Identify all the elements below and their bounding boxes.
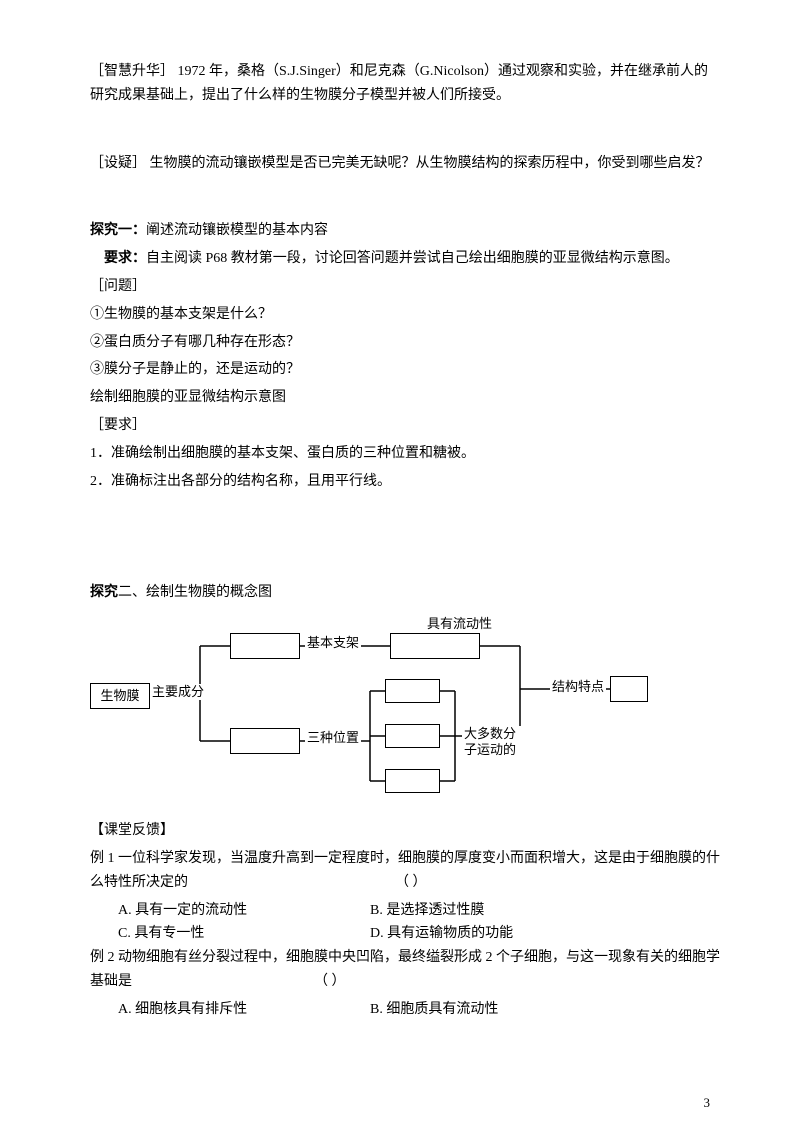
example-2-paren: （ ） — [314, 974, 346, 989]
example-1-options-row2: C. 具有专一性 D. 具有运输物质的功能 — [90, 922, 720, 946]
page-number: 3 — [704, 1092, 711, 1114]
example-2-text: 例 2 动物细胞有丝分裂过程中，细胞膜中央凹陷，最终缢裂形成 2 个子细胞，与这… — [90, 950, 720, 989]
example-1-option-d: D. 具有运输物质的功能 — [370, 922, 720, 946]
requirement-label: 要求： — [104, 251, 146, 266]
map-box-bottom-empty — [230, 728, 300, 754]
example-1-options-row1: A. 具有一定的流动性 B. 是选择透过性膜 — [90, 899, 720, 923]
requirement-text: 自主阅读 P68 教材第一段，讨论回答问题并尝试自己绘出细胞膜的亚显微结构示意图… — [146, 251, 679, 266]
example-2-option-a: A. 细胞核具有排斥性 — [90, 998, 370, 1022]
requirement-2-label: ［要求］ — [90, 414, 720, 438]
section-2-title-rest: 二、绘制生物膜的概念图 — [118, 585, 272, 600]
map-box-top-empty — [230, 633, 300, 659]
section-2-title-bold: 探究 — [90, 585, 118, 600]
question-label: ［问题］ — [90, 275, 720, 299]
section-1-title-rest: 阐述流动镶嵌模型的基本内容 — [146, 223, 328, 238]
map-label-main-component: 主要成分 — [150, 684, 206, 700]
requirement-item-2: 2．准确标注出各部分的结构名称，且用平行线。 — [90, 470, 720, 494]
section-1-title: 探究一：阐述流动镶嵌模型的基本内容 — [90, 219, 720, 243]
example-1-option-c: C. 具有专一性 — [90, 922, 370, 946]
map-box-small-3 — [385, 769, 440, 793]
feedback-title: 【课堂反馈】 — [90, 819, 720, 843]
map-label-most-move: 大多数分子运动的 — [462, 726, 522, 757]
map-box-big-empty — [390, 633, 480, 659]
example-1-stem: 例 1 一位科学家发现，当温度升高到一定程度时，细胞膜的厚度变小而面积增大，这是… — [90, 847, 720, 895]
concept-map: 生物膜 主要成分 基本支架 三种位置 具有流动性 大多数分子运动的 结构特点 — [90, 611, 650, 811]
map-box-feature-empty — [610, 676, 648, 702]
map-label-basic-scaffold: 基本支架 — [305, 635, 361, 651]
concept-map-lines — [90, 611, 650, 811]
map-box-biomembrane: 生物膜 — [90, 683, 150, 709]
draw-instruction: 绘制细胞膜的亚显微结构示意图 — [90, 386, 720, 410]
example-2-options-row1: A. 细胞核具有排斥性 B. 细胞质具有流动性 — [90, 998, 720, 1022]
map-box-small-2 — [385, 724, 440, 748]
example-2-stem: 例 2 动物细胞有丝分裂过程中，细胞膜中央凹陷，最终缢裂形成 2 个子细胞，与这… — [90, 946, 720, 994]
map-label-three-positions: 三种位置 — [305, 730, 361, 746]
question-2: ②蛋白质分子有哪几种存在形态？ — [90, 331, 720, 355]
example-1-paren: （ ） — [395, 875, 427, 890]
map-label-feature: 结构特点 — [550, 679, 606, 695]
requirement-item-1: 1．准确绘制出细胞膜的基本支架、蛋白质的三种位置和糖被。 — [90, 442, 720, 466]
paragraph-wisdom: ［智慧升华］ 1972 年，桑格（S.J.Singer）和尼克森（G.Nicol… — [90, 60, 720, 108]
section-2-title: 探究二、绘制生物膜的概念图 — [90, 581, 720, 605]
section-1-requirement: 要求：自主阅读 P68 教材第一段，讨论回答问题并尝试自己绘出细胞膜的亚显微结构… — [90, 247, 720, 271]
map-box-small-1 — [385, 679, 440, 703]
example-2-option-b: B. 细胞质具有流动性 — [370, 998, 720, 1022]
question-3: ③膜分子是静止的，还是运动的？ — [90, 358, 720, 382]
section-1-title-bold: 探究一： — [90, 223, 146, 238]
example-1-option-a: A. 具有一定的流动性 — [90, 899, 370, 923]
map-label-fluidity: 具有流动性 — [425, 616, 494, 632]
question-1: ①生物膜的基本支架是什么？ — [90, 303, 720, 327]
example-1-option-b: B. 是选择透过性膜 — [370, 899, 720, 923]
paragraph-question: ［设疑］ 生物膜的流动镶嵌模型是否已完美无缺呢？从生物膜结构的探索历程中，你受到… — [90, 152, 720, 176]
